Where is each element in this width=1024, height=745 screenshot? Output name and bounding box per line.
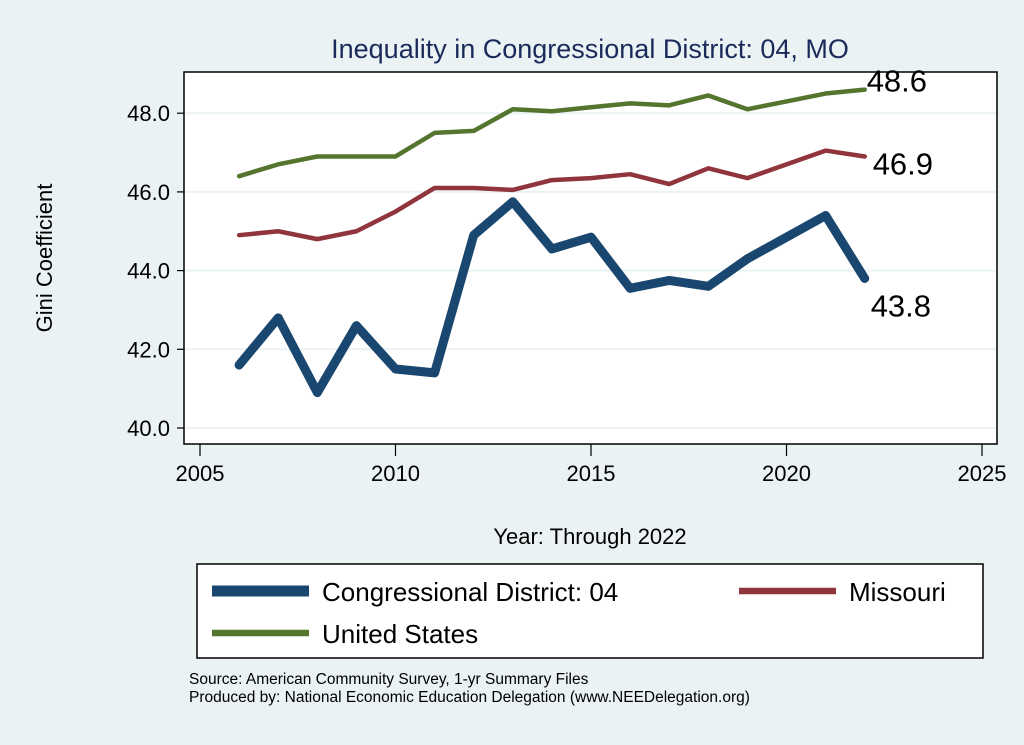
- x-tick-label: 2010: [371, 461, 420, 486]
- source-note: Source: American Community Survey, 1-yr …: [189, 671, 589, 688]
- legend-label: United States: [322, 619, 478, 649]
- y-tick-label: 40.0: [127, 416, 170, 441]
- plot-area: [183, 71, 998, 445]
- y-tick-label: 42.0: [127, 337, 170, 362]
- y-tick-label: 46.0: [127, 180, 170, 205]
- x-tick-label: 2005: [176, 461, 225, 486]
- x-axis-label: Year: Through 2022: [493, 524, 686, 549]
- end-value-label: 46.9: [873, 146, 933, 181]
- end-value-label: 43.8: [871, 288, 931, 323]
- y-axis-label: Gini Coefficient: [32, 184, 57, 333]
- legend-label: Congressional District: 04: [322, 577, 618, 607]
- legend: [196, 563, 984, 659]
- legend-label: Missouri: [849, 577, 946, 607]
- chart-title: Inequality in Congressional District: 04…: [331, 34, 849, 64]
- x-tick-label: 2015: [567, 461, 616, 486]
- y-tick-label: 44.0: [127, 259, 170, 284]
- producer-note: Produced by: National Economic Education…: [189, 689, 750, 706]
- x-tick-label: 2020: [762, 461, 811, 486]
- y-tick-label: 48.0: [127, 101, 170, 126]
- end-value-label: 48.6: [867, 64, 927, 99]
- x-tick-label: 2025: [958, 461, 1007, 486]
